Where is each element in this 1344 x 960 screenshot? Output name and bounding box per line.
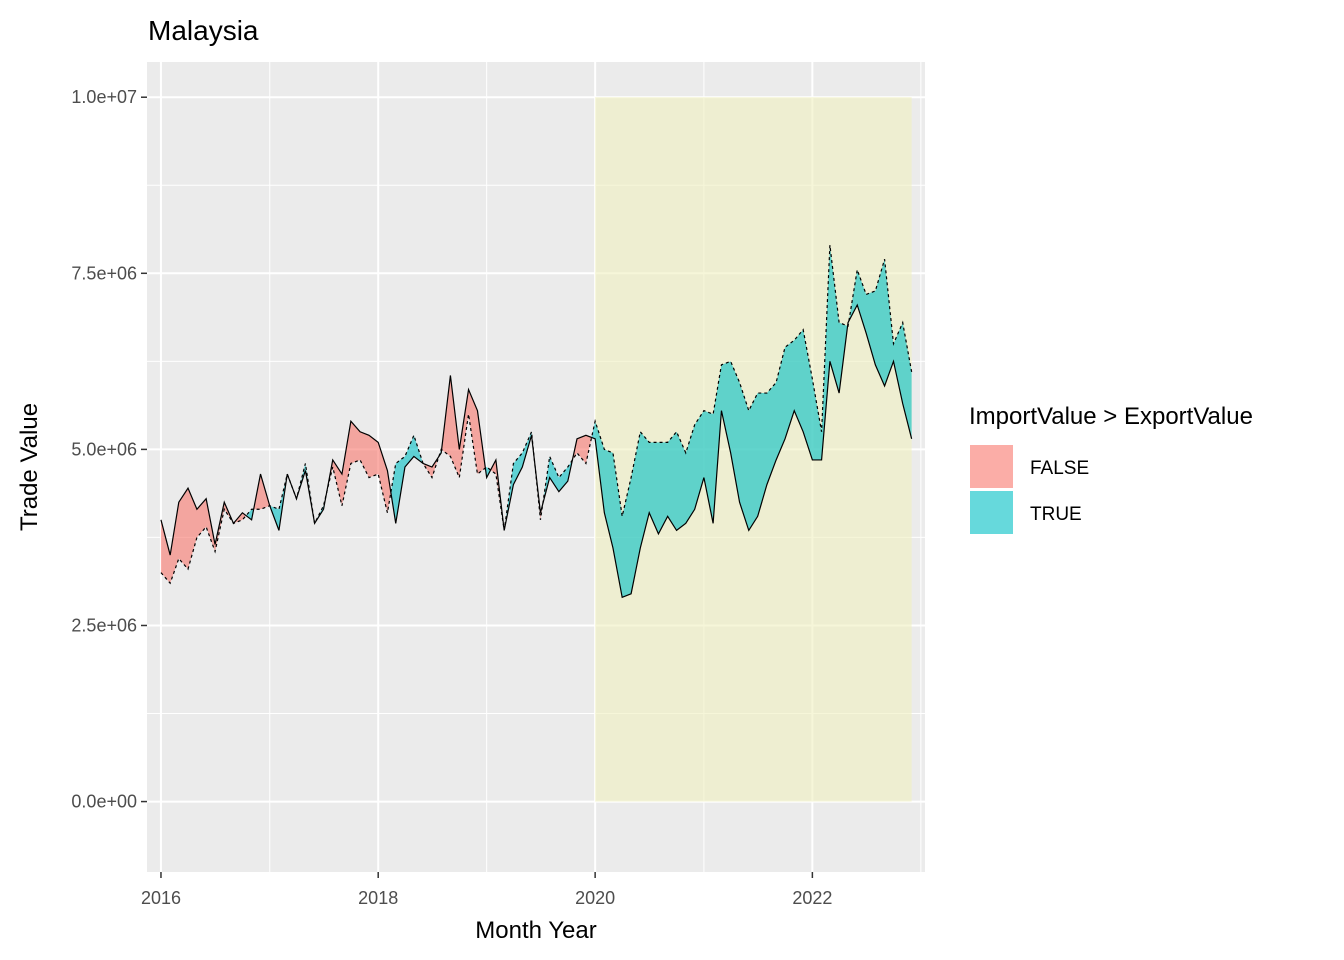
- legend-label-false: FALSE: [1030, 458, 1089, 479]
- ribbon-import-greater: [848, 259, 912, 439]
- ribbon-export-greater: [253, 474, 270, 510]
- x-tick-label: 2022: [792, 888, 832, 908]
- x-tick-label: 2018: [358, 888, 398, 908]
- ribbon-import-greater: [591, 245, 848, 598]
- import-value-line: [160, 245, 913, 585]
- legend: ImportValue > ExportValue FALSE TRUE: [968, 403, 1253, 536]
- y-tick-label: 0.0e+00: [71, 792, 137, 812]
- ribbon-export-greater: [572, 435, 592, 464]
- y-tick-label: 7.5e+06: [71, 263, 137, 283]
- ribbon-import-greater: [542, 456, 573, 504]
- y-axis-title: Trade Value: [16, 403, 43, 531]
- ribbon-export-greater: [326, 421, 391, 513]
- y-tick-label: 5.0e+06: [71, 439, 137, 459]
- legend-title: ImportValue > ExportValue: [969, 403, 1253, 430]
- export-value-line: [160, 303, 913, 599]
- y-tick-label: 1.0e+07: [71, 87, 137, 107]
- ribbon-export-greater: [160, 488, 247, 584]
- series-lines: [160, 245, 913, 599]
- legend-label-true: TRUE: [1030, 504, 1082, 525]
- chart-title: Malaysia: [148, 15, 259, 46]
- legend-key-false-swatch: [968, 443, 1015, 490]
- x-tick-label: 2016: [141, 888, 181, 908]
- x-tick-label: 2020: [575, 888, 615, 908]
- y-axis: 0.0e+00 2.5e+06 5.0e+06 7.5e+06 1.0e+07: [71, 87, 147, 812]
- x-axis-title: Month Year: [475, 917, 596, 944]
- x-axis: 2016 2018 2020 2022: [141, 872, 832, 908]
- legend-key-true-swatch: [968, 489, 1015, 536]
- y-tick-label: 2.5e+06: [71, 615, 137, 635]
